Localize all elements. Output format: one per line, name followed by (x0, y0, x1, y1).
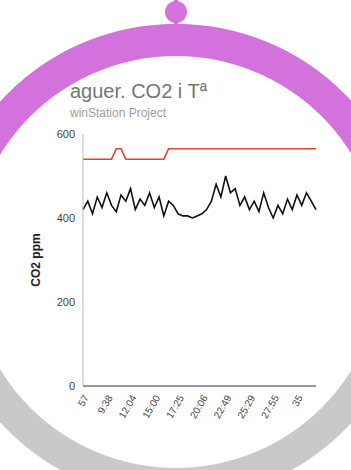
svg-text:200: 200 (57, 296, 75, 308)
svg-text:12:04: 12:04 (116, 393, 138, 421)
svg-text:15:00: 15:00 (140, 393, 162, 421)
svg-text:27:55: 27:55 (259, 393, 281, 421)
html-text:winStation Project: winStation Project (70, 106, 166, 120)
svg-text:22:49: 22:49 (211, 393, 233, 421)
svg-text:9:38: 9:38 (95, 393, 114, 416)
html-text:aguer. CO2 i Tª: aguer. CO2 i Tª (70, 80, 208, 102)
svg-text:17:25: 17:25 (164, 393, 186, 421)
svg-text:35: 35 (290, 393, 305, 409)
svg-text:CO2 ppm: CO2 ppm (29, 233, 43, 286)
svg-text:0: 0 (69, 380, 75, 392)
svg-text:400: 400 (57, 212, 75, 224)
svg-text:20:06: 20:06 (188, 393, 210, 421)
svg-text:600: 600 (57, 128, 75, 140)
svg-text:25:29: 25:29 (235, 393, 257, 421)
svg-text:57: 57 (76, 393, 91, 409)
